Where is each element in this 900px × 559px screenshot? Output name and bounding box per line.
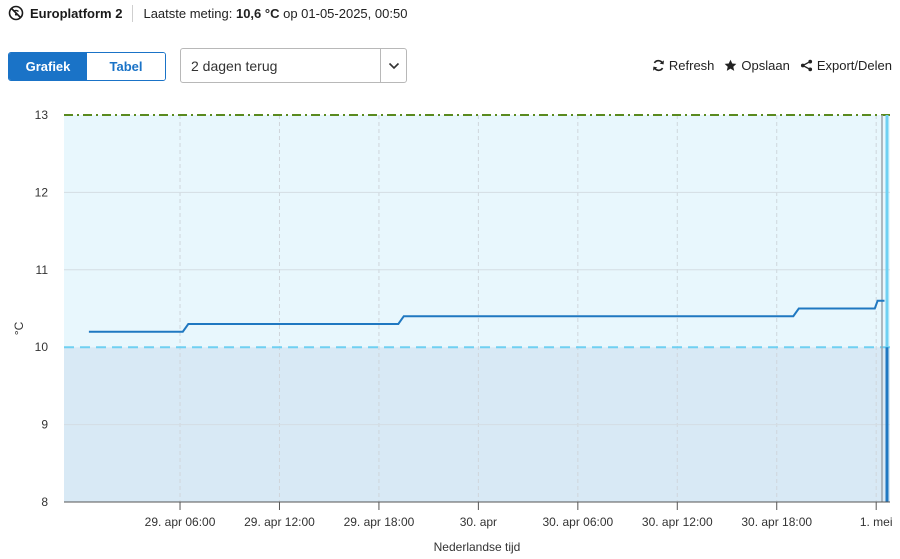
y-tick-label: 11 — [36, 263, 49, 277]
last-measurement: Laatste meting: 10,6 °C op 01-05-2025, 0… — [143, 6, 407, 21]
last-measurement-time: op 01-05-2025, 00:50 — [279, 5, 408, 21]
y-tick-label: 12 — [35, 185, 49, 199]
x-tick-label: 29. apr 18:00 — [344, 515, 415, 529]
last-measurement-label: Laatste meting: — [143, 5, 236, 21]
no-signal-icon — [8, 5, 24, 21]
export-share-button[interactable]: Export/Delen — [800, 58, 892, 73]
chevron-down-icon — [388, 62, 399, 69]
x-tick-label: 30. apr — [460, 515, 497, 529]
temperature-series-line — [88, 299, 885, 333]
period-select-value: 2 dagen terug — [191, 57, 278, 74]
view-toggle: Grafiek Tabel — [8, 52, 166, 81]
tab-tabel[interactable]: Tabel — [87, 53, 165, 80]
x-tick-label: 29. apr 06:00 — [145, 515, 216, 529]
y-tick-label: 8 — [41, 495, 48, 509]
refresh-button[interactable]: Refresh — [652, 58, 715, 73]
header-divider — [132, 4, 134, 22]
refresh-label: Refresh — [668, 58, 715, 73]
station-name: Europlatform 2 — [30, 5, 123, 21]
x-axis-title: Nederlandse tijd — [434, 540, 521, 554]
export-label: Export/Delen — [816, 58, 892, 73]
last-measurement-value: 10,6 °C — [235, 5, 280, 21]
refresh-icon — [653, 59, 664, 72]
y-tick-label: 10 — [35, 340, 49, 354]
y-axis-title: °C — [12, 321, 26, 335]
header: Europlatform 2 Laatste meting: 10,6 °C o… — [8, 4, 407, 22]
save-button[interactable]: Opslaan — [724, 58, 790, 73]
save-label: Opslaan — [741, 58, 790, 73]
x-tick-label: 29. apr 12:00 — [244, 515, 315, 529]
temperature-chart: 13 12 11 10 9 8 29. apr 06:00 29. apr 12:00 29. … — [12, 108, 893, 554]
x-tick-label: 1. mei — [860, 515, 893, 529]
period-select-toggle[interactable] — [380, 49, 406, 82]
share-icon — [800, 59, 812, 72]
period-select[interactable]: 2 dagen terug — [180, 48, 407, 83]
x-tick-label: 30. apr 06:00 — [542, 515, 613, 529]
chart-actions: Refresh Opslaan Export/Delen — [642, 58, 892, 73]
x-tick-label: 30. apr 18:00 — [741, 515, 812, 529]
tab-grafiek[interactable]: Grafiek — [9, 53, 87, 80]
x-tick-label: 30. apr 12:00 — [642, 515, 713, 529]
upper-band — [64, 115, 890, 348]
y-tick-label: 13 — [35, 108, 49, 122]
y-tick-label: 9 — [41, 418, 48, 432]
star-icon — [725, 59, 737, 71]
